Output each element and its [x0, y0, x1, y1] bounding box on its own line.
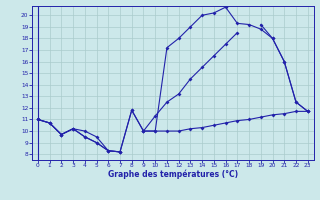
X-axis label: Graphe des températures (°C): Graphe des températures (°C): [108, 170, 238, 179]
